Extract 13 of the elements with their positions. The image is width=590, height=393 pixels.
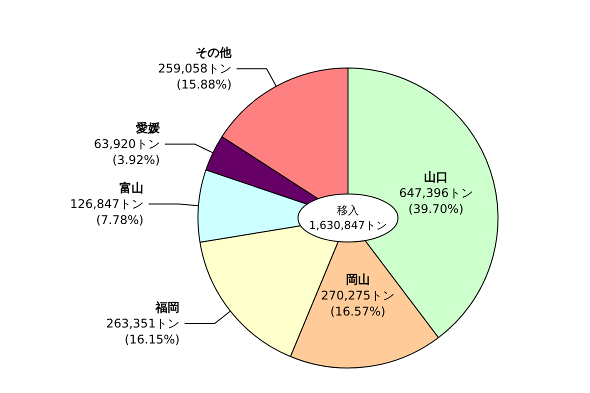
text: 移入 1,630,847トン — [309, 204, 387, 232]
data-label: 263,351トン (16.15%) — [106, 316, 180, 347]
slice-label: 愛媛 — [136, 121, 160, 136]
slice-label: 岡山 — [346, 272, 370, 286]
slice-label: その他 — [196, 46, 233, 60]
data-label: 259,058トン (15.88%) — [158, 62, 232, 92]
data-label: 126,847トン (7.78%) — [70, 197, 144, 228]
data-label: 647,396トン (39.70%) — [399, 186, 473, 216]
data-label: 63,920トン (3.92%) — [94, 137, 160, 168]
slice-label: 福岡 — [154, 300, 180, 315]
data-label: 270,275トン (16.57%) — [321, 288, 395, 318]
slice-label: 山口 — [424, 170, 448, 184]
slice-label: 富山 — [120, 181, 144, 196]
